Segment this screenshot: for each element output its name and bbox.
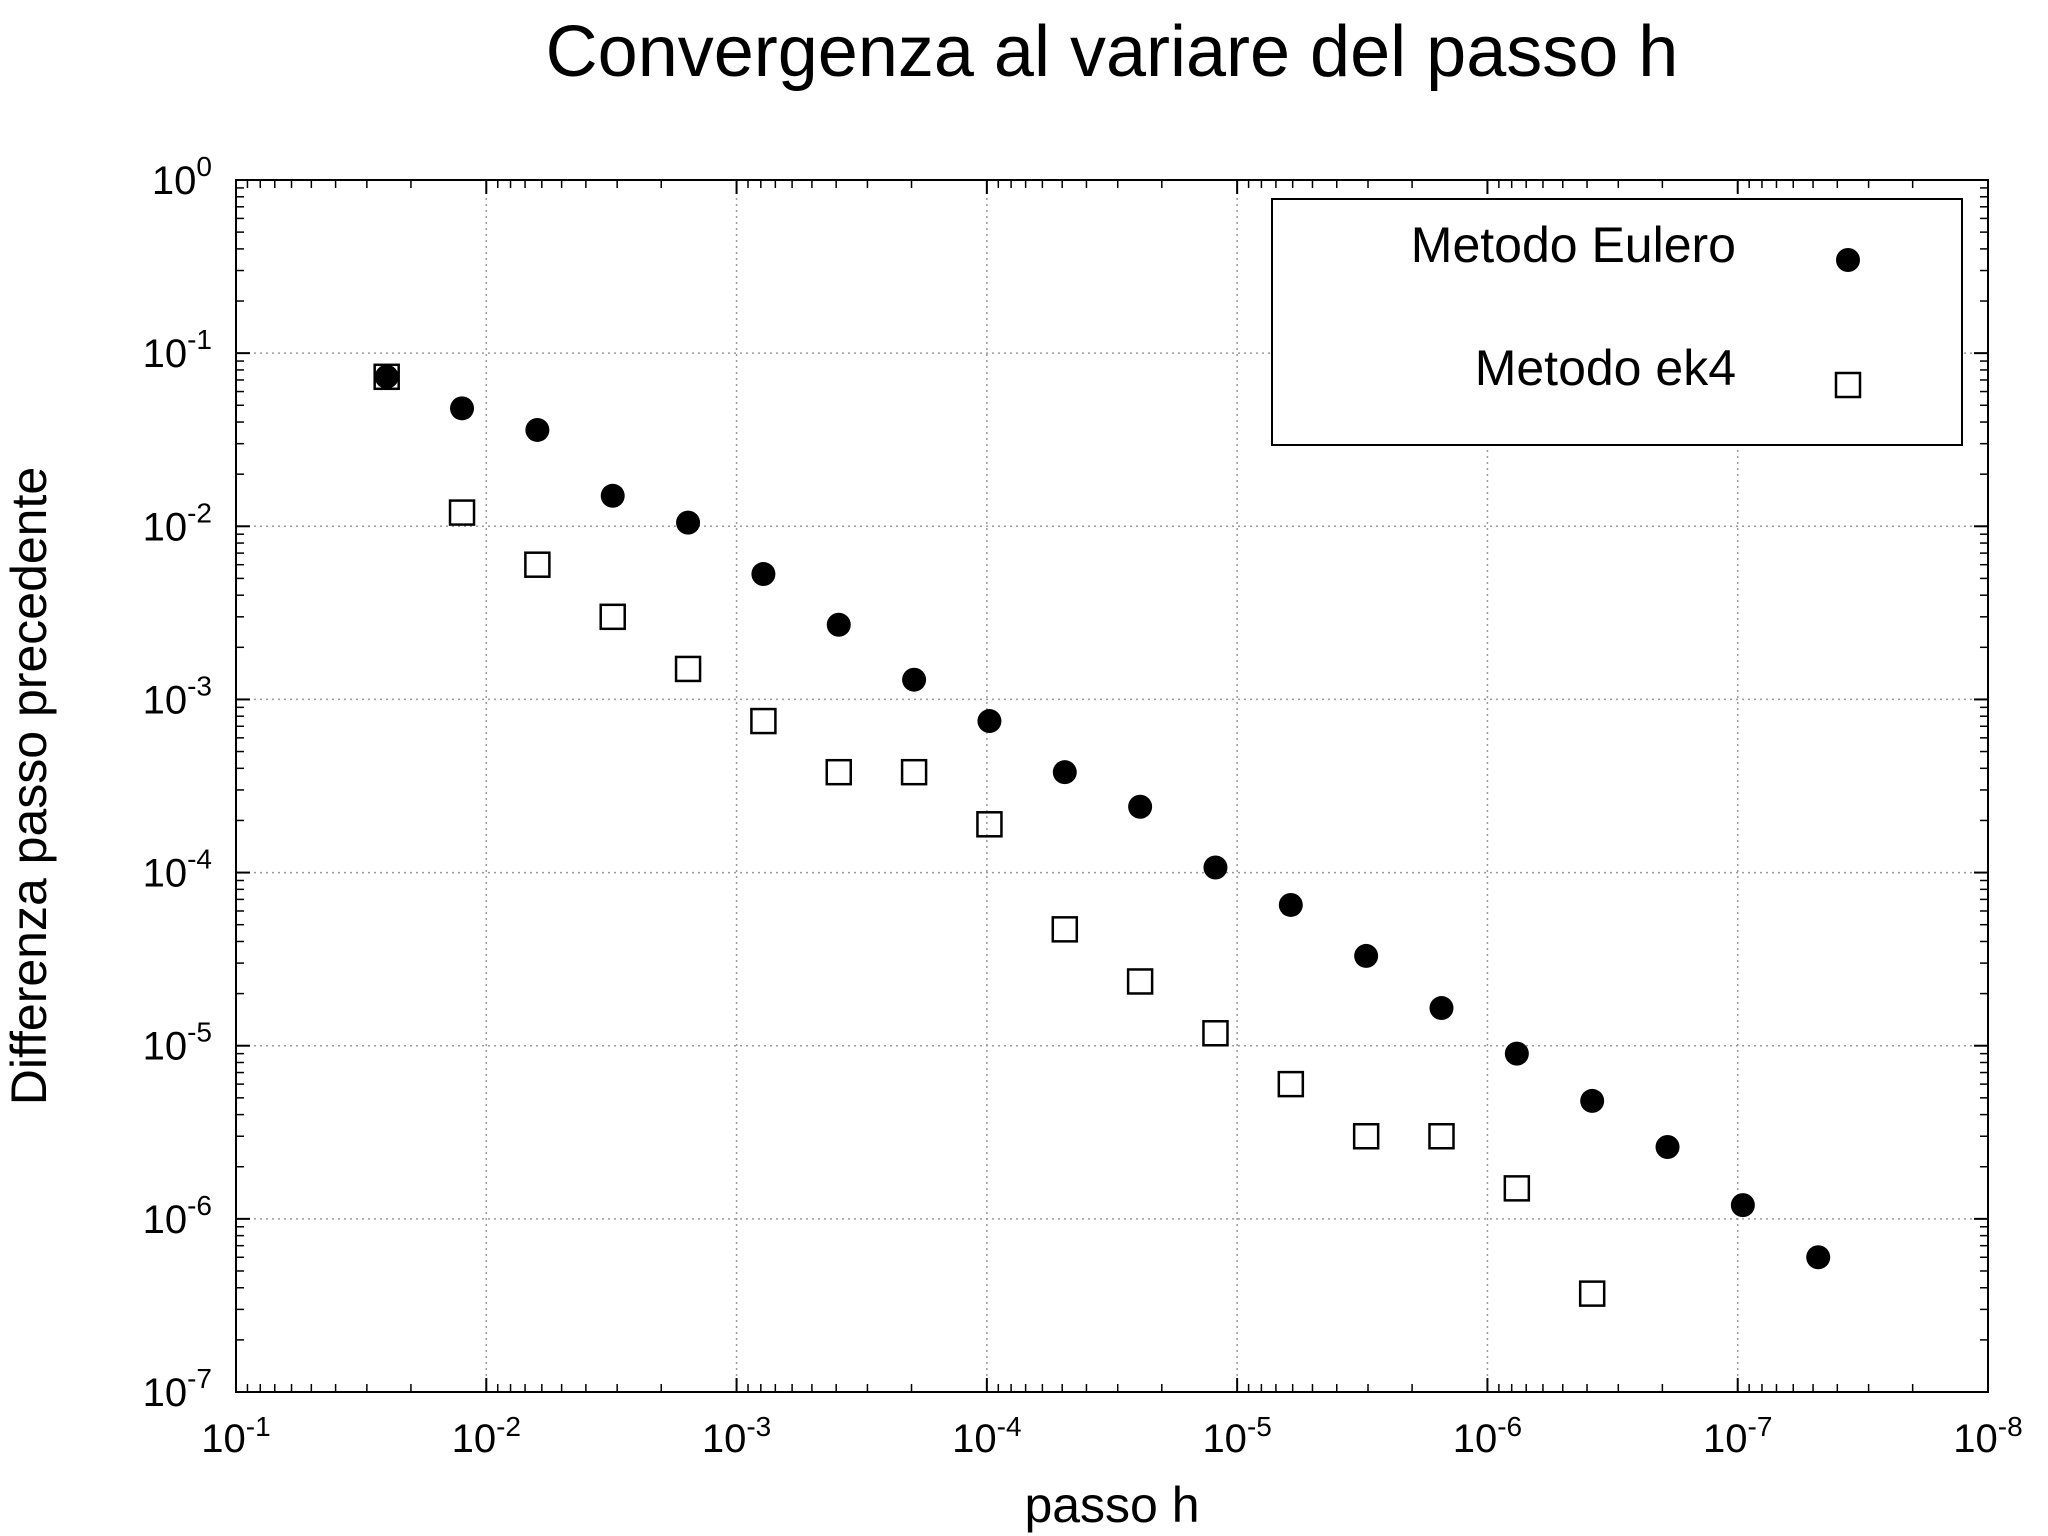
ek4-point — [825, 758, 852, 786]
plot-frame — [235, 179, 1989, 1393]
eulero-point — [600, 483, 625, 508]
eulero-point — [450, 396, 475, 421]
eulero-point — [902, 667, 927, 692]
eulero-point — [1655, 1135, 1680, 1160]
x-tick-label: 10-3 — [702, 1411, 771, 1461]
chart-title: Convergenza al variare del passo h — [546, 12, 1679, 92]
x-tick-label: 10-4 — [952, 1411, 1021, 1461]
eulero-point — [1354, 943, 1379, 968]
ek4-point — [1428, 1122, 1455, 1150]
ek4-point — [1277, 1070, 1305, 1098]
legend-label-eulero: Metodo Eulero — [1411, 217, 1736, 273]
x-axis-label: passo h — [1024, 1477, 1199, 1533]
legend-label-ek4: Metodo ek4 — [1475, 340, 1736, 396]
eulero-point — [1806, 1245, 1831, 1270]
x-tick-label: 10-1 — [201, 1411, 270, 1461]
eulero-point — [1203, 855, 1228, 880]
ek4-point — [674, 655, 702, 683]
eulero-point — [751, 562, 776, 587]
eulero-point — [826, 612, 851, 637]
eulero-point — [1128, 794, 1153, 819]
minor-ticks — [236, 180, 1988, 1392]
y-tick-label: 10-3 — [143, 670, 212, 722]
x-tick-label: 10-2 — [452, 1411, 521, 1461]
legend: Metodo Eulero Metodo ek4 — [1271, 198, 1963, 446]
eulero-point — [525, 417, 550, 442]
y-tick-label: 100 — [152, 151, 212, 203]
ek4-point — [750, 707, 777, 735]
legend-box — [1271, 198, 1963, 446]
grid — [236, 180, 1988, 1392]
x-axis-ticks: 10-1 10-2 10-3 10-4 10-5 10-6 10-7 10-8 — [201, 180, 2023, 1461]
x-tick-label: 10-6 — [1453, 1411, 1522, 1461]
x-tick-label: 10-7 — [1703, 1411, 1772, 1461]
x-tick-label: 10-8 — [1953, 1411, 2022, 1461]
ek4-point — [976, 811, 1003, 838]
eulero-point — [1730, 1193, 1755, 1218]
legend-marker-ek4 — [1834, 371, 1862, 399]
x-tick-label: 10-5 — [1202, 1411, 1271, 1461]
y-tick-label: 10-7 — [143, 1363, 212, 1415]
y-tick-label: 10-4 — [143, 844, 212, 896]
ek4-point — [1352, 1122, 1380, 1150]
eulero-point — [1580, 1088, 1605, 1113]
eulero-point — [977, 709, 1002, 734]
ek4-point — [1126, 968, 1154, 995]
y-axis-ticks: 100 10-1 10-2 10-3 10-4 10-5 10-6 10-7 — [143, 151, 1988, 1415]
y-tick-label: 10-2 — [143, 497, 212, 549]
ek4-point — [1503, 1175, 1531, 1202]
legend-marker-eulero — [1836, 248, 1860, 272]
ek4-point — [1051, 916, 1079, 943]
ek4-point — [900, 758, 928, 786]
eulero-point — [374, 364, 399, 389]
eulero-point — [1504, 1041, 1529, 1066]
ek4-point — [373, 363, 400, 391]
y-tick-label: 10-5 — [143, 1017, 212, 1069]
y-axis-label: Differenza passo precedente — [1, 467, 57, 1105]
ek4-point — [1578, 1280, 1606, 1307]
y-tick-label: 10-1 — [143, 324, 212, 376]
eulero-point — [1429, 996, 1454, 1021]
eulero-point — [676, 510, 701, 535]
y-tick-label: 10-6 — [143, 1190, 212, 1242]
series-markers — [373, 363, 1831, 1307]
ek4-point — [448, 499, 476, 526]
eulero-point — [1052, 760, 1077, 785]
ek4-point — [1202, 1020, 1229, 1047]
ek4-point — [599, 603, 626, 631]
eulero-point — [1278, 892, 1303, 917]
ek4-point — [524, 551, 551, 578]
